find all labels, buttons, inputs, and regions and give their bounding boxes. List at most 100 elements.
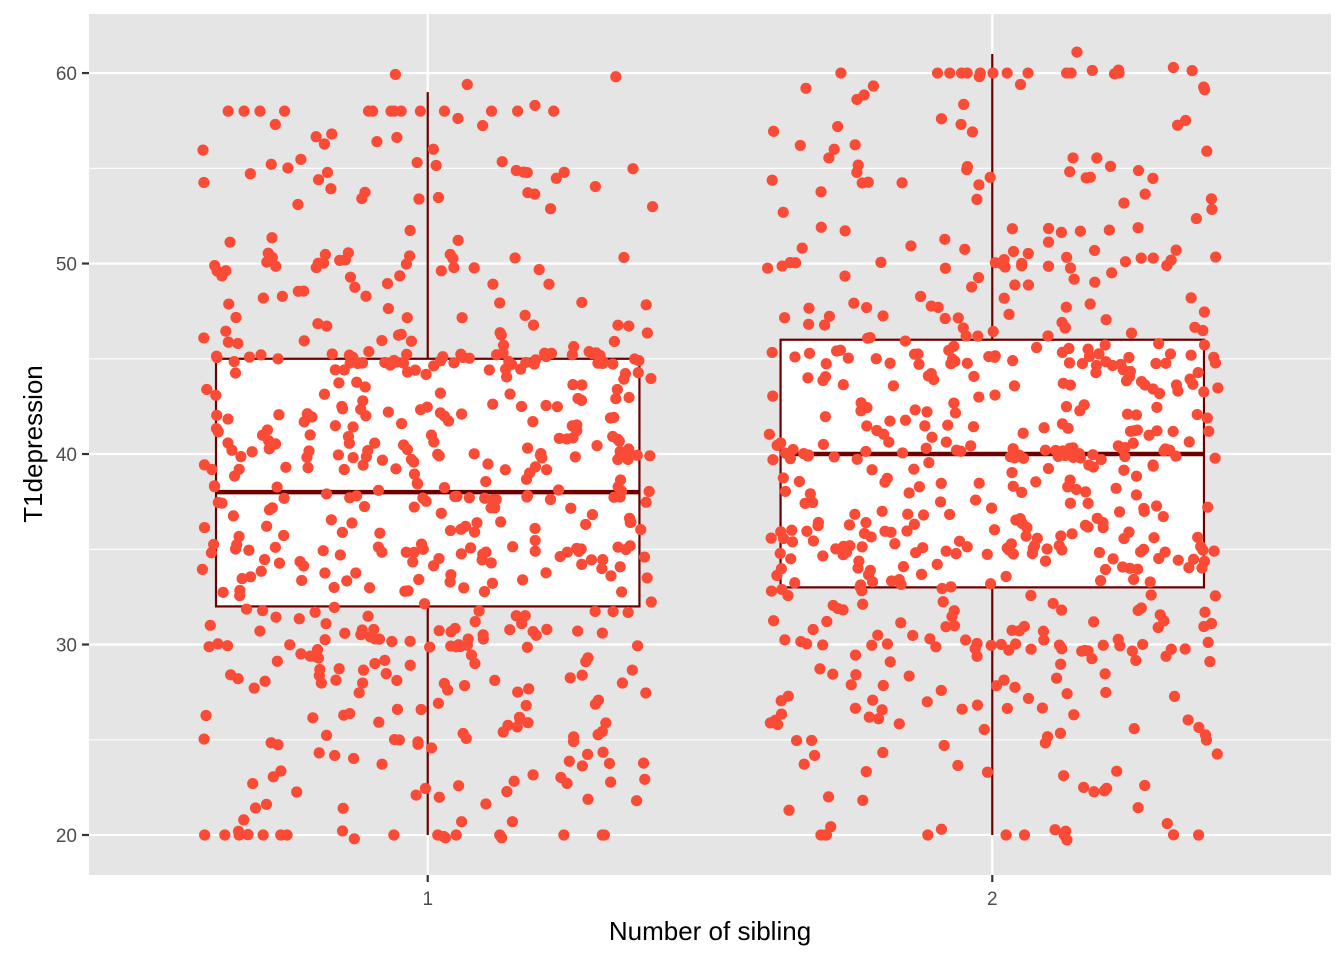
data-point [390, 463, 402, 475]
data-point [243, 544, 255, 556]
data-point [486, 577, 499, 589]
data-point [790, 734, 803, 747]
data-point [1017, 452, 1030, 464]
data-point [198, 521, 211, 534]
data-point [1200, 734, 1213, 746]
data-point [433, 450, 445, 462]
data-point [496, 156, 508, 168]
data-point [414, 105, 426, 117]
data-point [411, 477, 423, 489]
data-point [421, 401, 433, 413]
data-point [830, 543, 842, 555]
data-point [342, 247, 354, 259]
data-point [626, 664, 638, 676]
data-point [862, 332, 874, 344]
data-point [973, 391, 985, 403]
data-point [1054, 727, 1067, 739]
data-point [591, 440, 603, 452]
data-point [895, 617, 907, 629]
data-point [893, 573, 905, 586]
data-point [1001, 542, 1013, 554]
data-point [1007, 245, 1020, 258]
data-point [955, 118, 967, 131]
data-point [934, 496, 947, 508]
data-point [1082, 343, 1094, 355]
data-point [379, 654, 391, 667]
data-point [1008, 380, 1021, 392]
data-point [603, 757, 616, 770]
data-point [856, 541, 868, 553]
data-point [981, 548, 993, 560]
data-point [1042, 330, 1054, 342]
data-point [1009, 681, 1021, 693]
data-point [1017, 427, 1029, 439]
data-point [506, 358, 518, 371]
data-point [884, 656, 896, 668]
data-point [267, 771, 279, 783]
data-point [1193, 829, 1205, 841]
data-point [1160, 357, 1172, 369]
data-point [307, 712, 319, 724]
data-point [899, 414, 912, 426]
data-point [1022, 67, 1034, 79]
data-point [235, 451, 247, 463]
data-point [246, 446, 258, 458]
data-point [809, 749, 821, 762]
data-point [541, 464, 553, 476]
data-point [1117, 443, 1129, 455]
data-point [984, 578, 997, 590]
data-point [1079, 486, 1092, 498]
data-point [248, 682, 260, 694]
data-point [944, 67, 956, 79]
data-point [303, 445, 315, 457]
data-point [919, 420, 931, 432]
data-point [640, 496, 652, 508]
data-point [346, 517, 358, 529]
data-point [1128, 573, 1140, 586]
data-point [1115, 358, 1127, 371]
data-point [643, 485, 655, 498]
data-point [407, 556, 419, 568]
data-point [948, 620, 961, 632]
data-point [382, 302, 395, 315]
data-point [1060, 301, 1072, 313]
data-point [519, 309, 531, 321]
data-point [543, 278, 555, 290]
data-point [823, 310, 836, 322]
data-point [497, 726, 509, 738]
data-point [435, 355, 447, 367]
data-point [499, 464, 511, 476]
data-point [293, 613, 305, 625]
data-point [950, 444, 963, 456]
data-point [1091, 152, 1103, 164]
data-point [362, 610, 374, 622]
data-point [1128, 723, 1140, 735]
data-point [1061, 688, 1073, 700]
data-point [580, 518, 592, 531]
data-point [533, 263, 545, 276]
data-point [337, 802, 349, 814]
data-point [334, 254, 346, 266]
data-point [260, 798, 273, 810]
data-point [468, 448, 480, 460]
data-point [612, 453, 624, 466]
data-point [1001, 702, 1013, 715]
data-point [450, 829, 462, 841]
data-point [326, 128, 338, 140]
data-point [522, 442, 534, 454]
data-point [434, 387, 447, 399]
data-point [861, 420, 873, 432]
data-point [401, 443, 414, 456]
data-point [621, 451, 633, 463]
data-point [767, 615, 780, 627]
data-point [794, 139, 806, 152]
data-point [373, 716, 385, 728]
data-point [767, 390, 779, 402]
data-point [908, 463, 920, 475]
data-point [640, 299, 652, 311]
data-point [336, 526, 348, 538]
data-point [850, 669, 862, 681]
data-point [1074, 405, 1086, 417]
data-point [405, 335, 418, 347]
data-point [329, 749, 341, 762]
